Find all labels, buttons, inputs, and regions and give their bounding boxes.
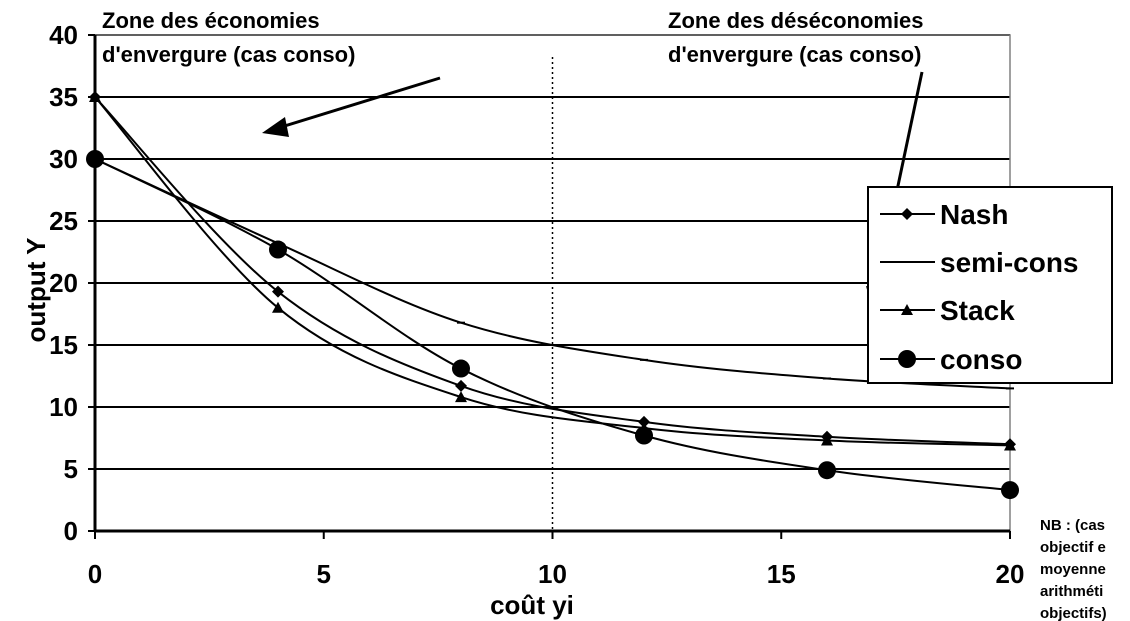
series-markers (86, 91, 1019, 500)
series-line-conso (94, 158, 1011, 492)
y-tick-label-15: 15 (49, 330, 78, 360)
x-tick-label-5: 5 (317, 559, 331, 589)
x-tick-label-20: 20 (996, 559, 1025, 589)
legend-label-stack: Stack (940, 295, 1015, 326)
x-tick-label-0: 0 (88, 559, 102, 589)
series-lines (94, 96, 1011, 492)
point-nash-2 (455, 379, 467, 392)
right-zone-line-1: Zone des déséconomies (668, 8, 924, 33)
series-line-semi-cons (94, 158, 1011, 390)
legend-item-semi-cons: semi-cons (880, 247, 1079, 278)
y-tick-label-10: 10 (49, 392, 78, 422)
legend-item-nash: Nash (880, 199, 1008, 230)
y-tick-label-0: 0 (64, 516, 78, 546)
left-zone-line-2: d'envergure (cas conso) (102, 42, 355, 67)
series-line-stack (94, 96, 1011, 447)
note-line-2: objectif e (1040, 539, 1106, 556)
x-tick-labels: 0 5 10 15 20 (88, 559, 1025, 589)
legend-item-stack: Stack (880, 295, 1015, 326)
legend-marker-nash (901, 208, 913, 220)
point-stack-1 (272, 301, 284, 313)
legend-item-conso: conso (880, 344, 1022, 375)
note-box: NB : (cas objectif e moyenne arithméti o… (1040, 517, 1107, 621)
y-tick-label-20: 20 (49, 268, 78, 298)
y-tick-label-25: 25 (49, 206, 78, 236)
y-tick-label-35: 35 (49, 82, 78, 112)
point-conso-4 (818, 461, 836, 480)
legend: Nash semi-cons Stack conso (867, 186, 1113, 384)
y-tick-label-5: 5 (64, 454, 78, 484)
point-stack-4 (821, 434, 833, 446)
legend-marker-conso (898, 350, 916, 368)
note-line-4: arithméti (1040, 583, 1103, 600)
x-tick-label-15: 15 (767, 559, 796, 589)
point-stack-0 (89, 91, 101, 102)
y-tick-label-40: 40 (49, 20, 78, 50)
legend-marker-stack (901, 304, 913, 315)
left-zone-arrow (262, 76, 441, 137)
right-zone-annotation: Zone des déséconomies d'envergure (cas c… (668, 8, 924, 67)
point-conso-5 (1001, 481, 1019, 500)
point-nash-3 (638, 415, 650, 428)
series-line-nash (94, 96, 1011, 446)
y-tick-labels: 0 5 10 15 20 25 30 35 40 (49, 20, 78, 546)
legend-label-nash: Nash (940, 199, 1008, 230)
x-tick-label-10: 10 (538, 559, 567, 589)
point-conso-3 (635, 426, 653, 445)
note-line-5: objectifs) (1040, 605, 1107, 621)
point-nash-1 (272, 285, 284, 298)
left-zone-annotation: Zone des économies d'envergure (cas cons… (102, 8, 355, 67)
point-conso-0 (86, 150, 104, 168)
y-axis-title: output Y (21, 238, 51, 343)
axes (88, 34, 1011, 539)
left-zone-line-1: Zone des économies (102, 8, 320, 33)
point-stack-2 (455, 391, 467, 403)
note-line-1: NB : (cas (1040, 517, 1105, 534)
note-line-3: moyenne (1040, 561, 1106, 578)
x-axis-title: coût yi (490, 590, 574, 620)
legend-label-conso: conso (940, 344, 1022, 375)
point-conso-1 (269, 240, 287, 259)
legend-label-semi-cons: semi-cons (940, 247, 1079, 278)
right-zone-line-2: d'envergure (cas conso) (668, 42, 921, 67)
point-stack-5 (1004, 439, 1016, 451)
y-tick-label-30: 30 (49, 144, 78, 174)
point-conso-2 (452, 359, 470, 378)
